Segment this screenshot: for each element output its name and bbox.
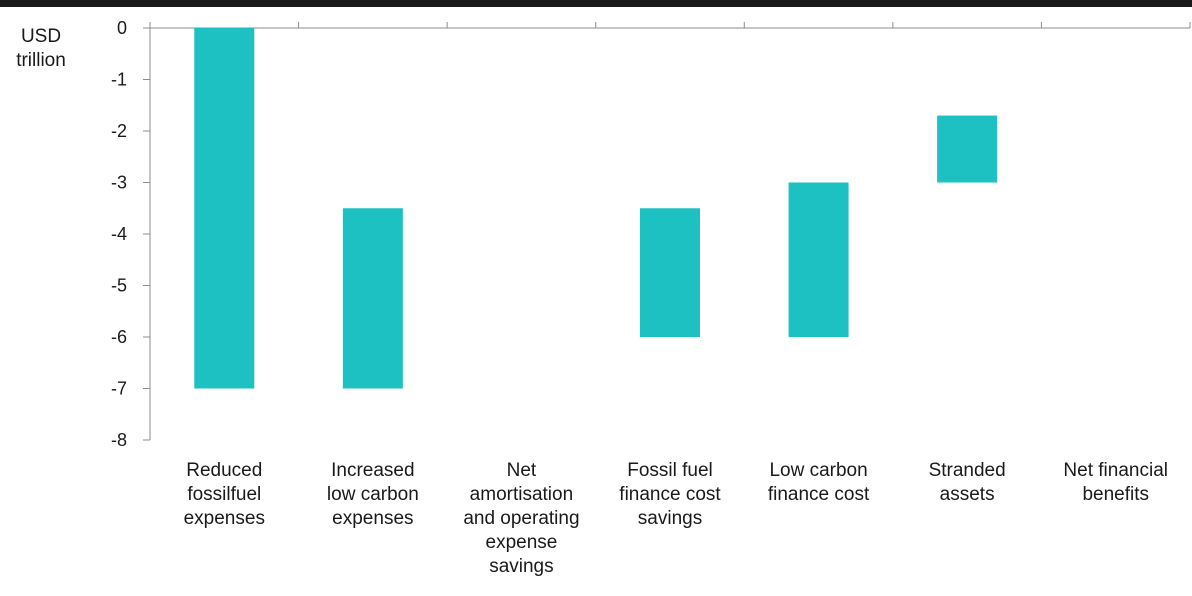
category-label: expenses bbox=[184, 508, 265, 529]
y-tick-label: -1 bbox=[111, 70, 127, 90]
top-rule bbox=[0, 0, 1192, 7]
y-tick-label: -8 bbox=[111, 430, 127, 450]
bar-4 bbox=[788, 182, 849, 337]
y-tick-label: -5 bbox=[111, 276, 127, 296]
category-label: fossilfuel bbox=[187, 484, 261, 505]
category-label: and operating bbox=[463, 508, 579, 529]
y-unit-line: trillion bbox=[16, 50, 66, 71]
y-tick-label: -3 bbox=[111, 173, 127, 193]
y-tick-label: -7 bbox=[111, 379, 127, 399]
category-label: Net financial bbox=[1063, 460, 1168, 481]
category-label: Stranded bbox=[929, 460, 1006, 481]
y-tick-label: 0 bbox=[117, 18, 127, 38]
category-label: Fossil fuel bbox=[627, 460, 713, 481]
category-label: Reduced bbox=[186, 460, 262, 481]
category-label: savings bbox=[638, 508, 702, 529]
category-label: expenses bbox=[332, 508, 413, 529]
category-label: benefits bbox=[1082, 484, 1149, 505]
bar-1 bbox=[342, 208, 403, 389]
category-label: Low carbon bbox=[769, 460, 867, 481]
y-unit-line: USD bbox=[21, 26, 61, 47]
category-labels: Reduced fossilfuel expenses Increased low ca… bbox=[184, 460, 1168, 577]
category-label: finance cost bbox=[768, 484, 870, 505]
bar-3 bbox=[640, 208, 700, 337]
y-tick-label: -6 bbox=[111, 327, 127, 347]
category-label: savings bbox=[489, 556, 553, 577]
y-tick-label: -2 bbox=[111, 121, 127, 141]
y-ticks: 0 -1 -2 -3 -4 -5 -6 -7 -8 bbox=[111, 18, 150, 450]
category-label: low carbon bbox=[327, 484, 419, 505]
category-label: Increased bbox=[331, 460, 414, 481]
category-label: expense bbox=[486, 532, 558, 553]
y-tick-label: -4 bbox=[111, 224, 127, 244]
bar-0 bbox=[194, 28, 255, 389]
category-label: finance cost bbox=[619, 484, 721, 505]
bar-5 bbox=[937, 115, 998, 183]
y-axis-unit-label: USD trillion bbox=[16, 26, 66, 71]
category-label: assets bbox=[940, 484, 995, 505]
category-label: amortisation bbox=[470, 484, 574, 505]
bars bbox=[194, 28, 998, 389]
category-label: Net bbox=[507, 460, 537, 481]
